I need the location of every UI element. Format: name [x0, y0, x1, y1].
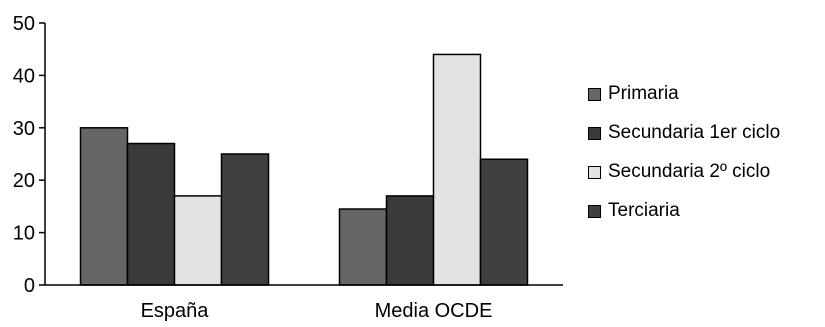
- bar: [220, 153, 270, 286]
- legend-label: Primaria: [608, 83, 679, 104]
- bar: [173, 195, 223, 286]
- x-axis-labels: España Media OCDE: [141, 300, 493, 322]
- x-category-label: Media OCDE: [375, 300, 493, 322]
- y-axis-ticks: 0 10 20 30 40 50: [13, 13, 45, 297]
- bar: [79, 127, 129, 286]
- legend-swatch: [588, 126, 601, 140]
- legend-label: Secundaria 2º ciclo: [608, 161, 771, 182]
- y-tick-label: 40: [13, 65, 35, 87]
- bars: [79, 53, 529, 286]
- y-tick-label: 10: [13, 223, 35, 245]
- legend-swatch: [588, 165, 601, 179]
- legend-item: Secundaria 2º ciclo: [588, 161, 824, 182]
- legend-item: Secundaria 1er ciclo: [588, 122, 824, 143]
- legend-label: Secundaria 1er ciclo: [608, 122, 781, 143]
- bar: [479, 158, 529, 286]
- legend-item: Terciaria: [588, 200, 824, 221]
- legend-swatch: [588, 204, 601, 218]
- legend-swatch: [588, 87, 601, 101]
- y-tick-label: 0: [24, 275, 35, 297]
- legend: Primaria Secundaria 1er ciclo Secundaria 2…: [588, 83, 824, 240]
- bar: [432, 53, 482, 286]
- y-tick-label: 50: [13, 13, 35, 35]
- y-tick-label: 30: [13, 118, 35, 140]
- bar: [385, 195, 435, 286]
- legend-item: Primaria: [588, 83, 824, 104]
- x-category-label: España: [141, 300, 210, 322]
- bar: [338, 208, 388, 286]
- bar: [126, 142, 176, 286]
- y-tick-label: 20: [13, 170, 35, 192]
- legend-label: Terciaria: [608, 200, 680, 221]
